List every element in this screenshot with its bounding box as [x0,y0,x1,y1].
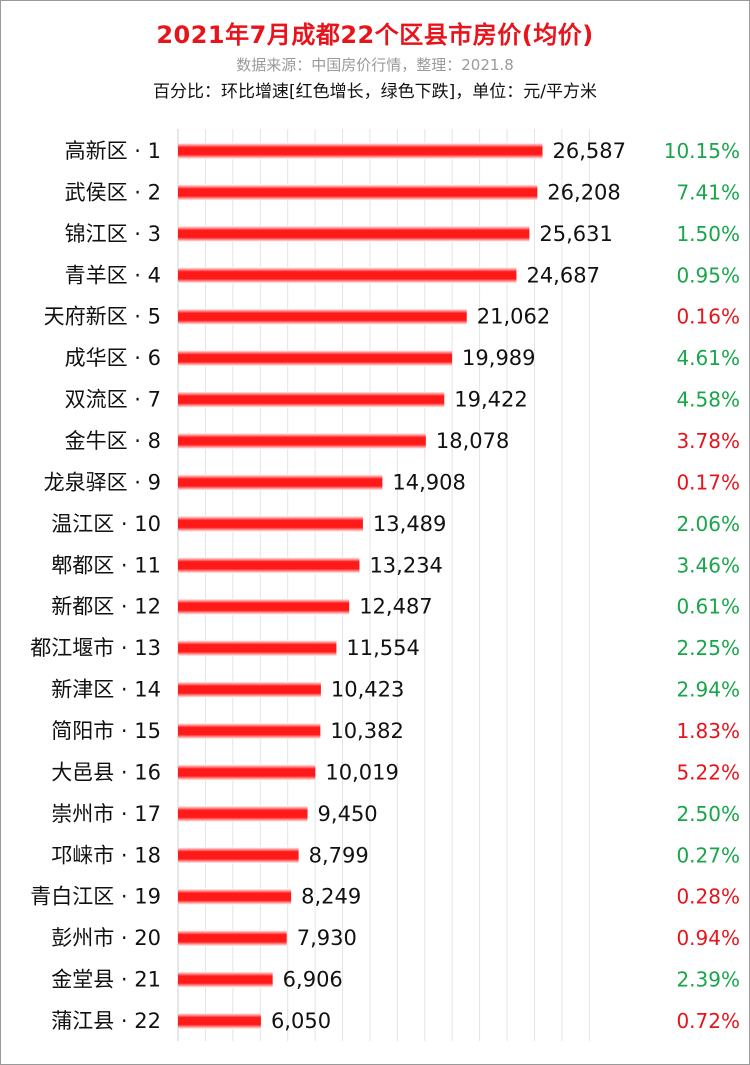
bar [178,225,530,242]
value-label: 26,587 [553,139,626,163]
mom-change-label: 7.41% [676,180,740,204]
category-label: 彭州市 · 20 [51,926,161,950]
legend-note: 百分比：环比增速[红色增长，绿色下跌]，单位：元/平方米 [153,82,597,102]
bar [178,474,383,491]
value-label: 9,450 [318,802,378,826]
mom-change-label: 2.39% [676,968,740,992]
value-label: 8,249 [301,885,361,909]
value-label: 6,906 [283,968,343,992]
value-label: 21,062 [477,305,550,329]
category-label: 崇州市 · 17 [51,802,161,826]
mom-change-label: 10.15% [664,139,740,163]
value-label: 14,908 [392,470,465,494]
bar [178,433,426,450]
value-label: 10,423 [331,678,404,702]
value-label: 10,019 [325,760,398,784]
category-label: 新津区 · 14 [51,678,161,702]
category-label: 龙泉驿区 · 9 [44,470,161,494]
bar [178,391,445,408]
bar [178,681,321,698]
bar [178,971,273,988]
bar [178,557,360,574]
bar [178,847,299,864]
bar [178,723,321,740]
mom-change-label: 0.17% [676,470,740,494]
bar [178,888,292,905]
bar [178,184,538,201]
bar [178,640,337,657]
mom-change-label: 3.78% [676,429,740,453]
data-source-note: 数据来源：中国房价行情，整理：2021.8 [236,56,514,74]
value-label: 7,930 [297,926,357,950]
category-label: 郫都区 · 11 [51,553,161,577]
mom-change-label: 2.06% [676,512,740,536]
bar [178,267,517,284]
bar [178,143,543,159]
value-label: 13,234 [369,553,442,577]
value-label: 13,489 [373,512,446,536]
value-label: 12,487 [359,595,432,619]
mom-change-label: 4.58% [676,388,740,412]
category-label: 新都区 · 12 [51,595,161,619]
category-label: 简阳市 · 15 [51,719,161,743]
value-label: 19,989 [462,346,535,370]
value-label: 26,208 [547,180,620,204]
category-label: 成华区 · 6 [65,346,161,370]
bar [178,764,316,781]
bar [178,350,453,367]
mom-change-label: 1.83% [676,719,740,743]
value-label: 25,631 [539,222,612,246]
category-label: 蒲江县 · 22 [51,1009,161,1033]
category-label: 高新区 · 1 [65,139,161,163]
value-label: 6,050 [271,1009,331,1033]
category-label: 青羊区 · 4 [65,263,161,287]
mom-change-label: 0.16% [676,305,740,329]
mom-change-label: 3.46% [676,553,740,577]
bar [178,598,350,615]
bar [178,308,467,325]
mom-change-label: 4.61% [676,346,740,370]
value-label: 11,554 [346,636,419,660]
value-label: 18,078 [436,429,509,453]
value-label: 24,687 [526,263,599,287]
mom-change-label: 0.95% [676,263,740,287]
bar [178,515,363,532]
mom-change-label: 2.50% [676,802,740,826]
mom-change-label: 2.94% [676,678,740,702]
mom-change-label: 0.27% [676,843,740,867]
category-label: 大邑县 · 16 [51,760,161,784]
category-label: 锦江区 · 3 [65,222,161,246]
bar [178,1013,261,1030]
category-label: 双流区 · 7 [65,388,161,412]
value-label: 19,422 [454,388,527,412]
category-label: 温江区 · 10 [51,512,161,536]
category-label: 青白江区 · 19 [30,885,161,909]
value-label: 10,382 [330,719,403,743]
mom-change-label: 1.50% [676,222,740,246]
mom-change-label: 0.61% [676,595,740,619]
category-label: 邛崃市 · 18 [51,843,161,867]
category-label: 武侯区 · 2 [65,180,161,204]
category-label: 金牛区 · 8 [65,429,161,453]
category-label: 天府新区 · 5 [44,305,161,329]
bar [178,930,287,947]
mom-change-label: 5.22% [676,760,740,784]
mom-change-label: 0.28% [676,885,740,909]
mom-change-label: 0.72% [676,1009,740,1033]
chart-title: 2021年7月成都22个区县市房价(均价) [156,21,594,49]
category-label: 金堂县 · 21 [51,968,161,992]
value-label: 8,799 [309,843,369,867]
category-label: 都江堰市 · 13 [30,636,161,660]
mom-change-label: 2.25% [676,636,740,660]
bar [178,805,308,822]
mom-change-label: 0.94% [676,926,740,950]
